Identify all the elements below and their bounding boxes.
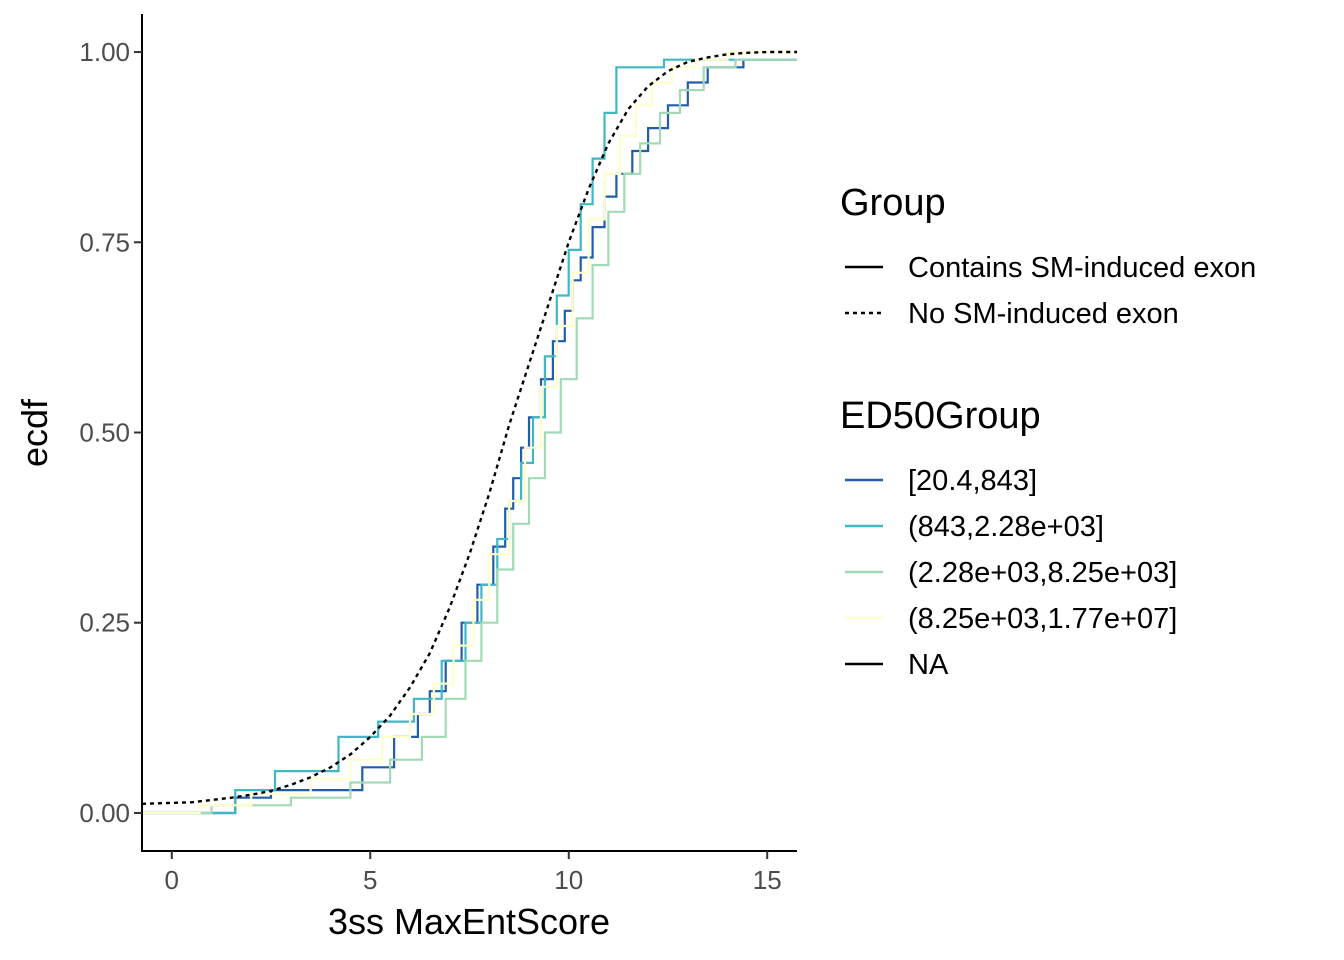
- x-tick-label: 10: [554, 865, 583, 895]
- legend: Group Contains SM-induced exon No SM-induc…: [840, 182, 1256, 681]
- series-line-group-1: [142, 58, 797, 815]
- legend-label: [20.4,843]: [908, 465, 1037, 497]
- y-tick-label: 0.75: [79, 227, 130, 257]
- legend-label: (8.25e+03,1.77e+07]: [908, 603, 1177, 635]
- x-axis-title: 3ss MaxEntScore: [328, 901, 610, 942]
- y-tick-label: 0.00: [79, 798, 130, 828]
- legend-title: Group: [840, 182, 946, 224]
- series-line-group-3: [142, 50, 797, 815]
- x-tick-label: 5: [363, 865, 377, 895]
- legend-label: No SM-induced exon: [908, 298, 1179, 330]
- y-axis-title: ecdf: [14, 398, 55, 467]
- legend-label: Contains SM-induced exon: [908, 252, 1256, 284]
- legend-label: (2.28e+03,8.25e+03]: [908, 557, 1177, 589]
- legend-label: NA: [908, 649, 949, 681]
- y-tick-label: 0.50: [79, 418, 130, 448]
- series-line-reference: [141, 50, 797, 805]
- axes-layer: [141, 14, 797, 852]
- x-tick-label: 0: [165, 865, 179, 895]
- y-tick-label: 1.00: [79, 37, 130, 67]
- series-layer: [141, 50, 797, 815]
- legend-label: (843,2.28e+03]: [908, 511, 1104, 543]
- x-tick-label: 15: [753, 865, 782, 895]
- series-line-group-0: [142, 58, 797, 815]
- ticks-layer: 0 5 10 15 0.00 0.25 0.50 0.75 1.00: [79, 37, 781, 895]
- y-tick-label: 0.25: [79, 608, 130, 638]
- series-line-group-2: [142, 58, 797, 815]
- legend-title: ED50Group: [840, 395, 1041, 437]
